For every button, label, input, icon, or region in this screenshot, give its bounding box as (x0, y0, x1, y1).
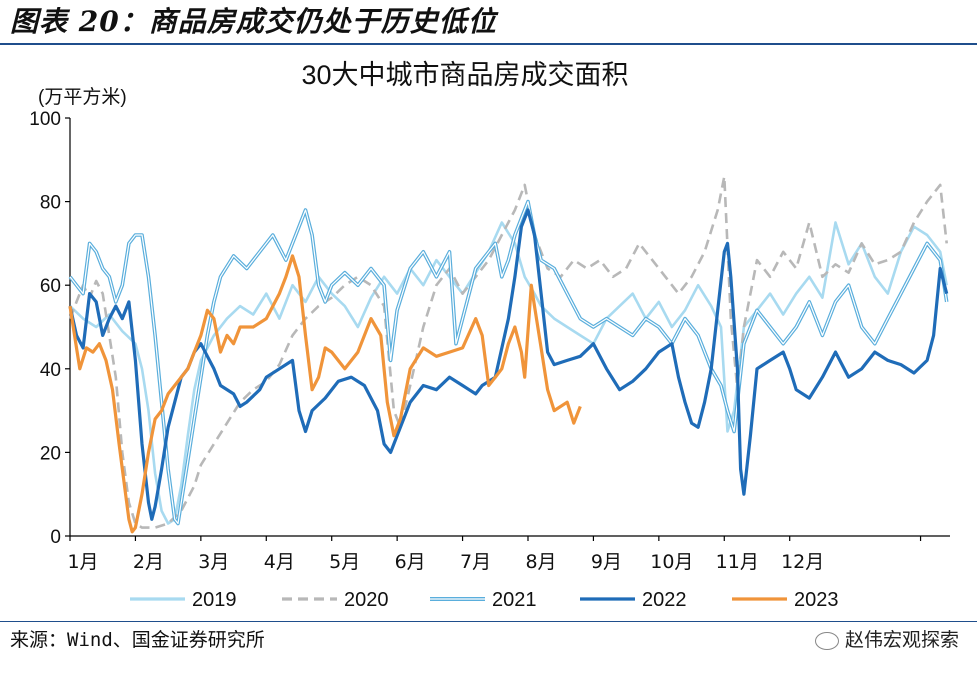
x-tick-label: 1月 (67, 551, 98, 573)
x-tick-label: 10月 (650, 551, 693, 573)
x-axis-ticks: 1月 2月 3月 4月 5月 6月 7月 8月 9月 10月 11月 12月 (67, 536, 922, 573)
source-note: 来源：Wind、国金证券研究所 (10, 629, 265, 651)
brand-text: 赵伟宏观探索 (844, 629, 959, 651)
y-axis-unit-label: (万平方米) (38, 86, 127, 108)
x-tick-label: 2月 (133, 551, 164, 573)
figure-title: 图表 20：商品房成交仍处于历史低位 (10, 5, 497, 38)
y-tick-label: 20 (40, 443, 61, 464)
line-chart: 30大中城市商品房成交面积 (万平方米) 0 20 40 60 80 100 1月 2月 3月… (29, 60, 950, 611)
wechat-icon (814, 631, 839, 650)
legend: 2019 2020 2021 2022 2023 (130, 589, 839, 611)
series-2019-line (69, 221, 948, 525)
x-tick-label: 6月 (395, 551, 426, 573)
legend-label-2023: 2023 (794, 589, 839, 611)
legend-label-2022: 2022 (642, 589, 687, 611)
series-2023-line (68, 254, 582, 534)
bottom-divider (0, 621, 977, 622)
y-axis-ticks: 0 20 40 60 80 100 (29, 109, 70, 548)
y-tick-label: 40 (40, 360, 61, 381)
chart-title: 30大中城市商品房成交面积 (301, 60, 628, 90)
series-2021-line-inner (69, 201, 948, 525)
x-tick-label: 11月 (716, 551, 759, 573)
series-layer (68, 175, 949, 534)
brand-label: 赵伟宏观探索 (814, 625, 959, 652)
x-tick-label: 5月 (329, 551, 360, 573)
y-tick-label: 0 (50, 527, 61, 548)
x-tick-label: 7月 (460, 551, 491, 573)
x-tick-label: 4月 (264, 551, 295, 573)
legend-label-2021: 2021 (492, 589, 537, 611)
y-tick-label: 80 (40, 193, 61, 214)
series-2020-line (68, 175, 948, 529)
legend-label-2020: 2020 (344, 589, 389, 611)
series-2022-line (68, 208, 949, 521)
y-tick-label: 100 (29, 109, 61, 130)
x-tick-label: 3月 (198, 551, 229, 573)
y-tick-label: 60 (40, 276, 61, 297)
top-divider (0, 43, 977, 45)
legend-label-2019: 2019 (192, 589, 237, 611)
x-tick-label: 12月 (781, 551, 824, 573)
x-tick-label: 9月 (591, 551, 622, 573)
x-tick-label: 8月 (525, 551, 556, 573)
